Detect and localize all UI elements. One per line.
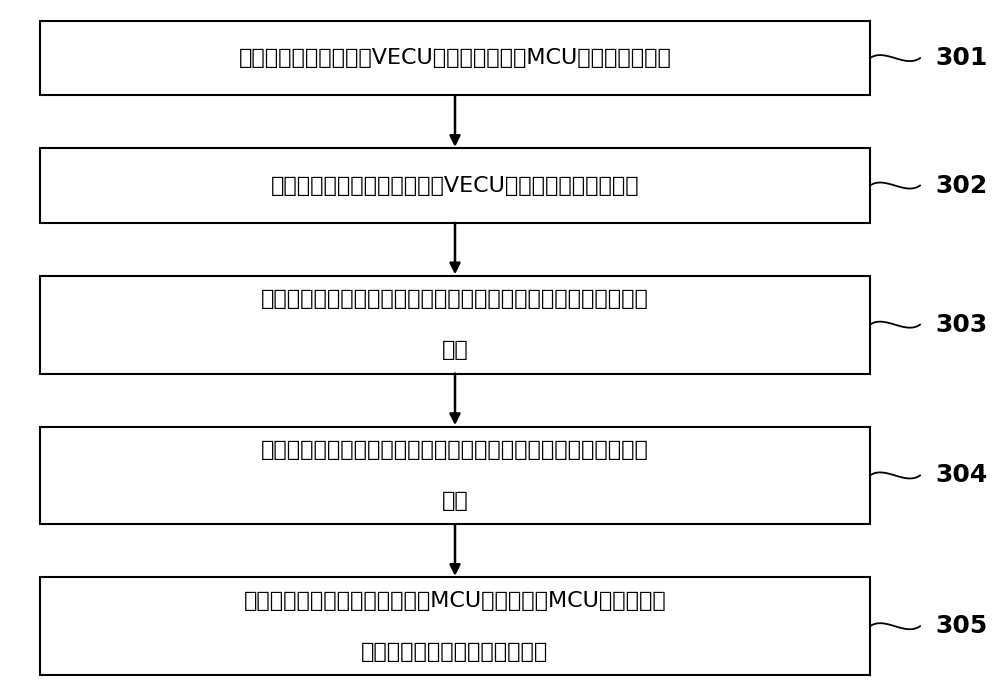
Text: 获得车身电子控制系统VECU向电机控制单元MCU发出的请求扭矩: 获得车身电子控制系统VECU向电机控制单元MCU发出的请求扭矩 <box>239 48 671 68</box>
Text: 301: 301 <box>935 46 987 70</box>
Text: 305: 305 <box>935 615 987 638</box>
Text: 将所述修正请求扭矩发送给所述MCU，以使所述MCU根据所述修: 将所述修正请求扭矩发送给所述MCU，以使所述MCU根据所述修 <box>244 591 666 611</box>
Text: 正请求扭矩调整驱动电机的扭矩: 正请求扭矩调整驱动电机的扭矩 <box>361 642 549 662</box>
Text: 功率: 功率 <box>442 340 468 360</box>
Bar <box>40 577 870 675</box>
Text: 304: 304 <box>935 464 987 487</box>
Text: 302: 302 <box>935 173 987 198</box>
Bar <box>40 148 870 223</box>
Bar <box>40 427 870 524</box>
Text: 根据所述修正电功率对所述请求扭矩进行修正处理，得到修正请求: 根据所述修正电功率对所述请求扭矩进行修正处理，得到修正请求 <box>261 440 649 460</box>
Text: 根据所述请求扭矩，确定所述VECU针对电机的请求电功率: 根据所述请求扭矩，确定所述VECU针对电机的请求电功率 <box>271 175 639 196</box>
Text: 通过功率修正算法，对所述请求电功率进行功率补偿，得到修正电: 通过功率修正算法，对所述请求电功率进行功率补偿，得到修正电 <box>261 290 649 309</box>
Bar <box>40 21 870 95</box>
Text: 扭矩: 扭矩 <box>442 491 468 511</box>
Text: 303: 303 <box>935 313 987 337</box>
Bar <box>40 276 870 374</box>
